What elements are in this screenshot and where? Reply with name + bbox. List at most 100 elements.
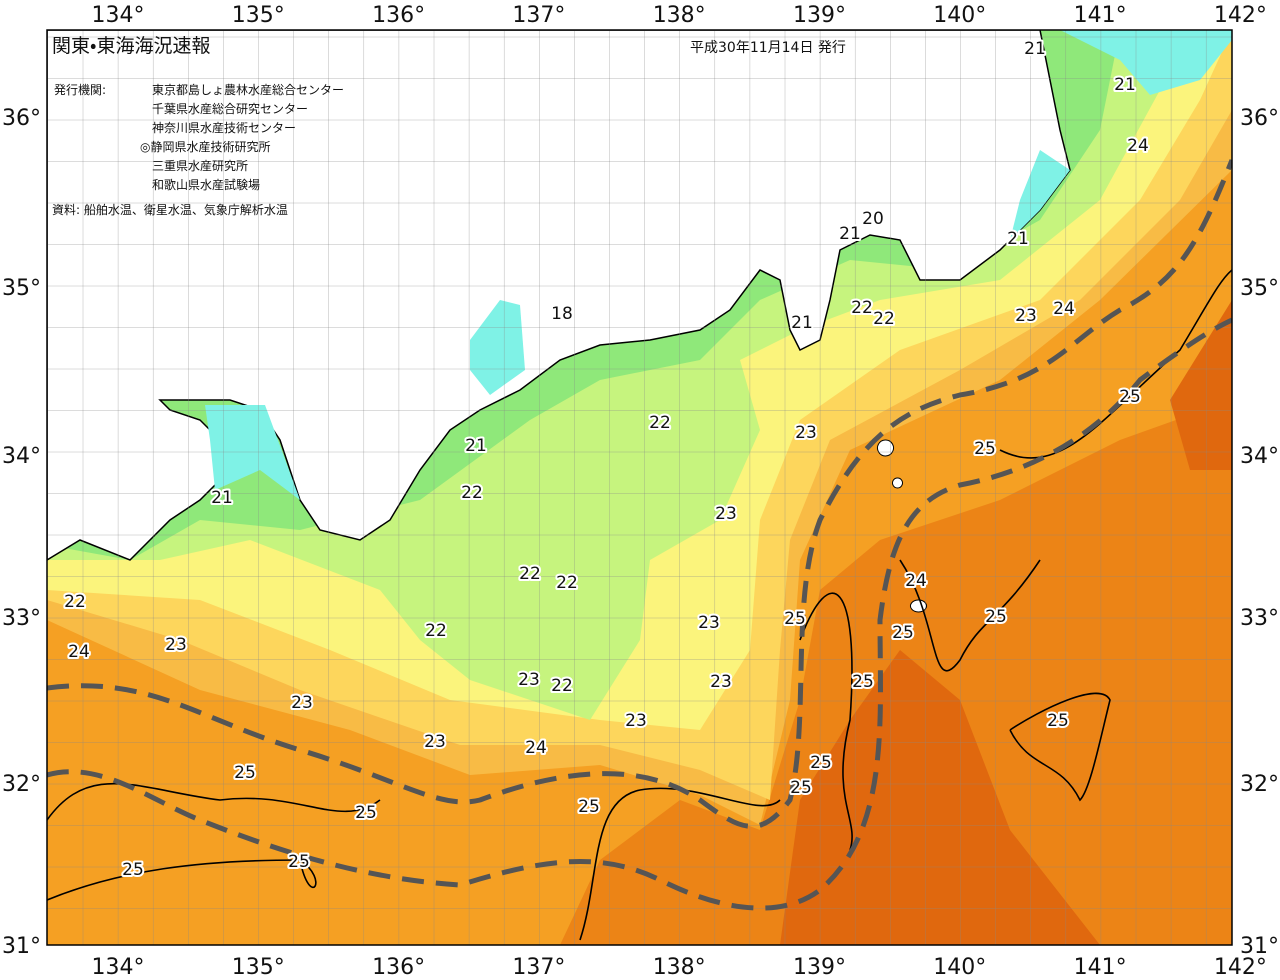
contour-label: 23 [518, 670, 540, 690]
contour-label: 21 [1007, 229, 1029, 249]
issuer: 三重県水産研究所 [152, 159, 248, 173]
contour-label: 25 [985, 607, 1007, 627]
contour-label: 21 [211, 488, 233, 508]
contour-label: 23 [698, 613, 720, 633]
map-title: 関東・東海海況速報 [52, 35, 210, 57]
contour-label: 22 [551, 676, 573, 696]
contour-label: 25 [974, 439, 996, 459]
longitude-label: 135° [232, 3, 285, 28]
contour-label: 25 [122, 860, 144, 880]
contour-label: 23 [291, 693, 313, 713]
issuer-list: 東京都島しょ農林水産総合センター千葉県水産総合研究センター神奈川県水産技術センタ… [140, 82, 344, 192]
contour-label: 22 [519, 564, 541, 584]
issue-date: 平成30年11月14日 発行 [690, 40, 846, 56]
contour-label: 25 [852, 672, 874, 692]
frame [46, 29, 1233, 946]
latitude-label: 32° [2, 772, 41, 797]
longitude-label: 137° [512, 3, 565, 28]
contour-label: 24 [525, 738, 547, 758]
longitude-label: 136° [372, 3, 425, 28]
longitude-label: 135° [232, 955, 285, 980]
contour-label: 23 [795, 423, 817, 443]
longitude-label: 138° [653, 955, 706, 980]
longitude-label: 141° [1074, 3, 1127, 28]
contour-label: 25 [578, 797, 600, 817]
longitude-label: 134° [92, 3, 145, 28]
ise-bay [470, 300, 525, 395]
contour-label: 25 [784, 609, 806, 629]
longitude-label: 140° [933, 955, 986, 980]
contours [47, 269, 1232, 941]
latitude-label: 36° [2, 106, 41, 131]
kuroshio-axis [47, 159, 1232, 911]
latitude-label: 34° [1240, 444, 1279, 469]
contour-label: 24 [68, 642, 90, 662]
latitude-label: 36° [1240, 106, 1279, 131]
grid [47, 30, 1232, 945]
contour-label: 22 [425, 621, 447, 641]
contour-label: 21 [791, 313, 813, 333]
contour-label: 24 [1127, 136, 1149, 156]
contour-label: 22 [64, 592, 86, 612]
contour-label: 21 [839, 224, 861, 244]
latitude-label: 31° [1240, 934, 1279, 959]
latitude-label: 32° [1240, 772, 1279, 797]
longitude-label: 142° [1214, 3, 1267, 28]
longitude-label: 136° [372, 955, 425, 980]
contour-label: 25 [1047, 711, 1069, 731]
sagami-coast [1010, 150, 1070, 240]
longitude-label: 139° [793, 955, 846, 980]
latitude-label: 33° [1240, 606, 1279, 631]
contour-label: 25 [810, 753, 832, 773]
contour-label: 22 [649, 413, 671, 433]
contour-label: 25 [892, 623, 914, 643]
issuer: 和歌山県水産試験場 [152, 177, 260, 192]
contour-label: 18 [551, 304, 573, 324]
contour-label: 21 [1024, 39, 1046, 59]
contour-label: 23 [710, 672, 732, 692]
osaka-bay [205, 405, 300, 500]
contour-label: 24 [1053, 299, 1075, 319]
longitude-label: 138° [653, 3, 706, 28]
contour-label: 22 [873, 309, 895, 329]
latitude-label: 34° [2, 444, 41, 469]
issuer: 神奈川県水産技術センター [152, 120, 296, 135]
axis-labels: 134° 134° 135° 135° 136° 136° 137° 137° 138° 138°… [2, 3, 1279, 980]
contour-label: 20 [862, 209, 884, 229]
contour-label: 23 [625, 711, 647, 731]
latitude-label: 35° [1240, 276, 1279, 301]
longitude-label: 134° [92, 955, 145, 980]
contour-label: 22 [851, 298, 873, 318]
issuer: 東京都島しょ農林水産総合センター [152, 82, 344, 97]
latitude-label: 33° [2, 606, 41, 631]
longitude-label: 140° [933, 3, 986, 28]
longitude-label: 139° [793, 3, 846, 28]
longitude-label: 142° [1214, 955, 1267, 980]
contour-label: 21 [1114, 75, 1136, 95]
issuer: ◎静岡県水産技術研究所 [140, 139, 270, 154]
latitude-label: 31° [2, 934, 41, 959]
longitude-label: 137° [512, 955, 565, 980]
contour-label: 24 [905, 571, 927, 591]
contour-label: 25 [234, 763, 256, 783]
contour-label: 25 [288, 852, 310, 872]
issuer: 千葉県水産総合研究センター [152, 101, 308, 116]
contour-label: 25 [790, 778, 812, 798]
map-body [47, 30, 1232, 945]
longitude-label: 141° [1074, 955, 1127, 980]
contour-label: 23 [424, 732, 446, 752]
contour-label: 23 [715, 504, 737, 524]
contour-label: 23 [1015, 306, 1037, 326]
data-source: 資料: 船舶水温、衛星水温、気象庁解析水温 [52, 202, 288, 217]
contour-label: 25 [355, 803, 377, 823]
issuer-heading: 発行機関: [54, 83, 106, 97]
contour-label: 22 [461, 483, 483, 503]
contour-label: 25 [1119, 387, 1141, 407]
latitude-label: 35° [2, 276, 41, 301]
contour-label: 21 [465, 436, 487, 456]
contour-label: 23 [165, 635, 187, 655]
contour-label: 22 [556, 573, 578, 593]
